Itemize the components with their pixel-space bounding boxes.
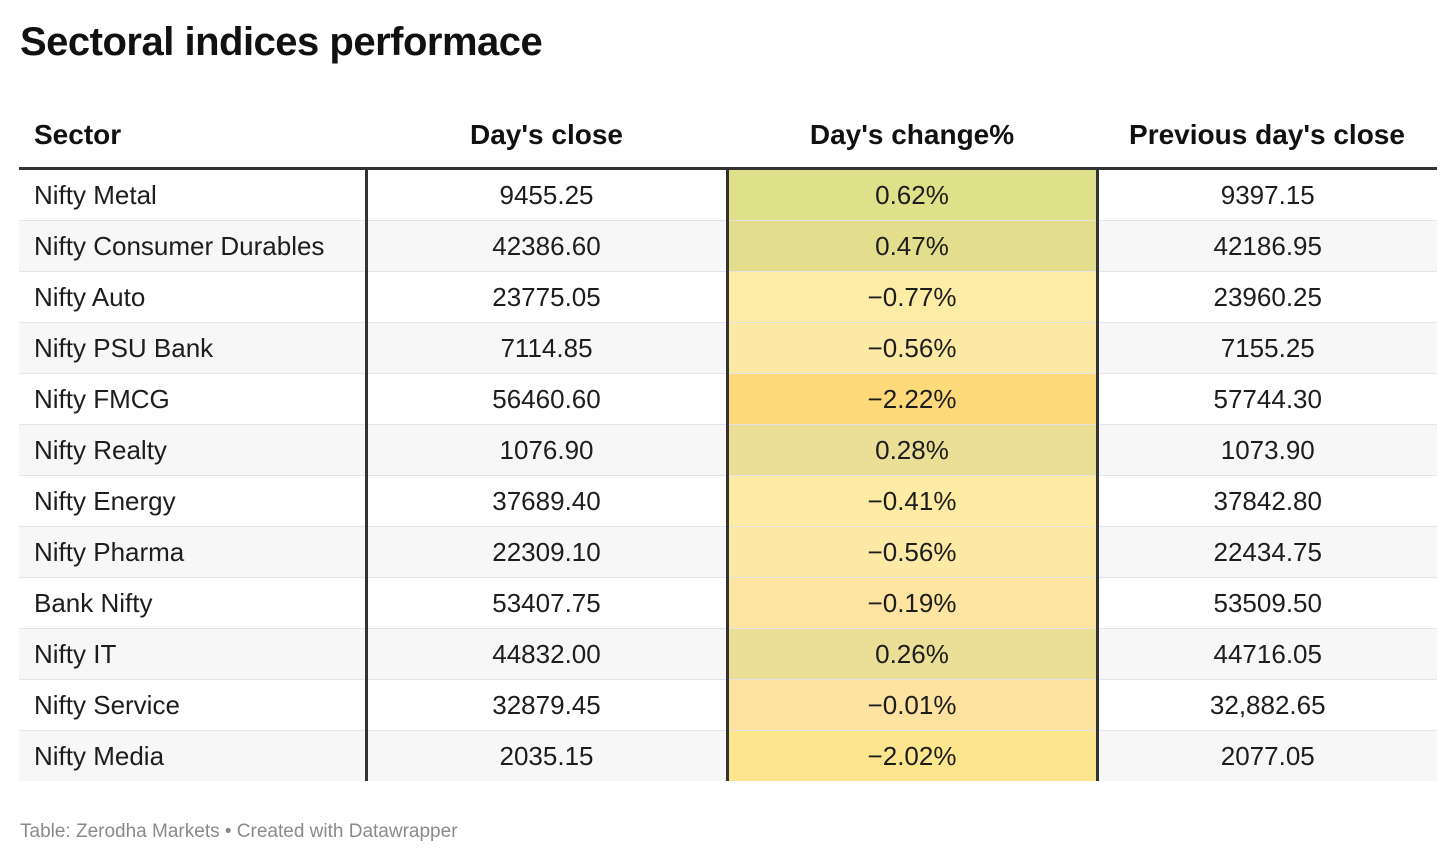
cell-previous-close: 22434.75 — [1097, 526, 1437, 578]
cell-days-change: −2.02% — [727, 730, 1099, 781]
cell-sector: Nifty Metal — [19, 168, 368, 221]
cell-days-change: −2.22% — [727, 373, 1099, 425]
cell-days-change: 0.47% — [727, 220, 1099, 272]
cell-days-change: −0.41% — [727, 475, 1099, 527]
cell-previous-close: 9397.15 — [1097, 168, 1437, 221]
cell-days-change: 0.28% — [727, 424, 1099, 476]
cell-previous-close: 23960.25 — [1097, 271, 1437, 323]
cell-days-close: 56460.60 — [366, 373, 729, 425]
table-row: Nifty FMCG 56460.60 −2.22% 57744.30 — [19, 373, 1437, 425]
cell-days-change: −0.56% — [727, 322, 1099, 374]
cell-days-close: 32879.45 — [366, 679, 729, 731]
table-row: Nifty Consumer Durables 42386.60 0.47% 4218… — [19, 220, 1437, 272]
table-row: Nifty Pharma 22309.10 −0.56% 22434.75 — [19, 526, 1437, 578]
column-header-previous-close[interactable]: Previous day's close — [1097, 102, 1437, 170]
source-footer: Table: Zerodha Markets • Created with Da… — [20, 821, 458, 842]
cell-previous-close: 7155.25 — [1097, 322, 1437, 374]
cell-sector: Nifty Service — [19, 679, 368, 731]
cell-previous-close: 44716.05 — [1097, 628, 1437, 680]
cell-sector: Nifty FMCG — [19, 373, 368, 425]
cell-previous-close: 37842.80 — [1097, 475, 1437, 527]
cell-days-change: −0.01% — [727, 679, 1099, 731]
cell-days-close: 2035.15 — [366, 730, 729, 781]
cell-sector: Nifty Energy — [19, 475, 368, 527]
cell-days-close: 44832.00 — [366, 628, 729, 680]
cell-days-close: 42386.60 — [366, 220, 729, 272]
table-header: Sector Day's close Day's change% Previou… — [19, 102, 1437, 170]
cell-sector: Nifty Media — [19, 730, 368, 781]
cell-sector: Nifty IT — [19, 628, 368, 680]
cell-days-change: −0.19% — [727, 577, 1099, 629]
cell-days-close: 7114.85 — [366, 322, 729, 374]
cell-sector: Nifty Pharma — [19, 526, 368, 578]
table-row: Bank Nifty 53407.75 −0.19% 53509.50 — [19, 577, 1437, 629]
cell-sector: Bank Nifty — [19, 577, 368, 629]
cell-previous-close: 53509.50 — [1097, 577, 1437, 629]
cell-days-close: 23775.05 — [366, 271, 729, 323]
cell-days-close: 37689.40 — [366, 475, 729, 527]
cell-sector: Nifty PSU Bank — [19, 322, 368, 374]
table-row: Nifty Media 2035.15 −2.02% 2077.05 — [19, 730, 1437, 781]
cell-sector: Nifty Realty — [19, 424, 368, 476]
column-header-days-change[interactable]: Day's change% — [727, 102, 1097, 170]
table-row: Nifty PSU Bank 7114.85 −0.56% 7155.25 — [19, 322, 1437, 374]
cell-previous-close: 57744.30 — [1097, 373, 1437, 425]
cell-sector: Nifty Consumer Durables — [19, 220, 368, 272]
table-row: Nifty Energy 37689.40 −0.41% 37842.80 — [19, 475, 1437, 527]
cell-days-close: 1076.90 — [366, 424, 729, 476]
cell-days-change: −0.56% — [727, 526, 1099, 578]
column-header-days-close[interactable]: Day's close — [366, 102, 727, 170]
table-row: Nifty Auto 23775.05 −0.77% 23960.25 — [19, 271, 1437, 323]
cell-previous-close: 42186.95 — [1097, 220, 1437, 272]
cell-days-change: 0.26% — [727, 628, 1099, 680]
header-row: Sector Day's close Day's change% Previou… — [19, 102, 1437, 170]
cell-previous-close: 1073.90 — [1097, 424, 1437, 476]
table-row: Nifty Realty 1076.90 0.28% 1073.90 — [19, 424, 1437, 476]
table-row: Nifty IT 44832.00 0.26% 44716.05 — [19, 628, 1437, 680]
page-title: Sectoral indices performace — [20, 20, 543, 64]
cell-days-close: 53407.75 — [366, 577, 729, 629]
cell-days-close: 9455.25 — [366, 168, 729, 221]
cell-days-change: −0.77% — [727, 271, 1099, 323]
cell-previous-close: 2077.05 — [1097, 730, 1437, 781]
table-row: Nifty Metal 9455.25 0.62% 9397.15 — [19, 168, 1437, 221]
table-row: Nifty Service 32879.45 −0.01% 32,882.65 — [19, 679, 1437, 731]
column-header-sector[interactable]: Sector — [19, 102, 366, 170]
cell-days-close: 22309.10 — [366, 526, 729, 578]
cell-previous-close: 32,882.65 — [1097, 679, 1437, 731]
sector-table: Sector Day's close Day's change% Previou… — [19, 102, 1437, 781]
cell-days-change: 0.62% — [727, 168, 1099, 221]
cell-sector: Nifty Auto — [19, 271, 368, 323]
table-body: Nifty Metal 9455.25 0.62% 9397.15 Nifty Cons… — [19, 168, 1437, 781]
